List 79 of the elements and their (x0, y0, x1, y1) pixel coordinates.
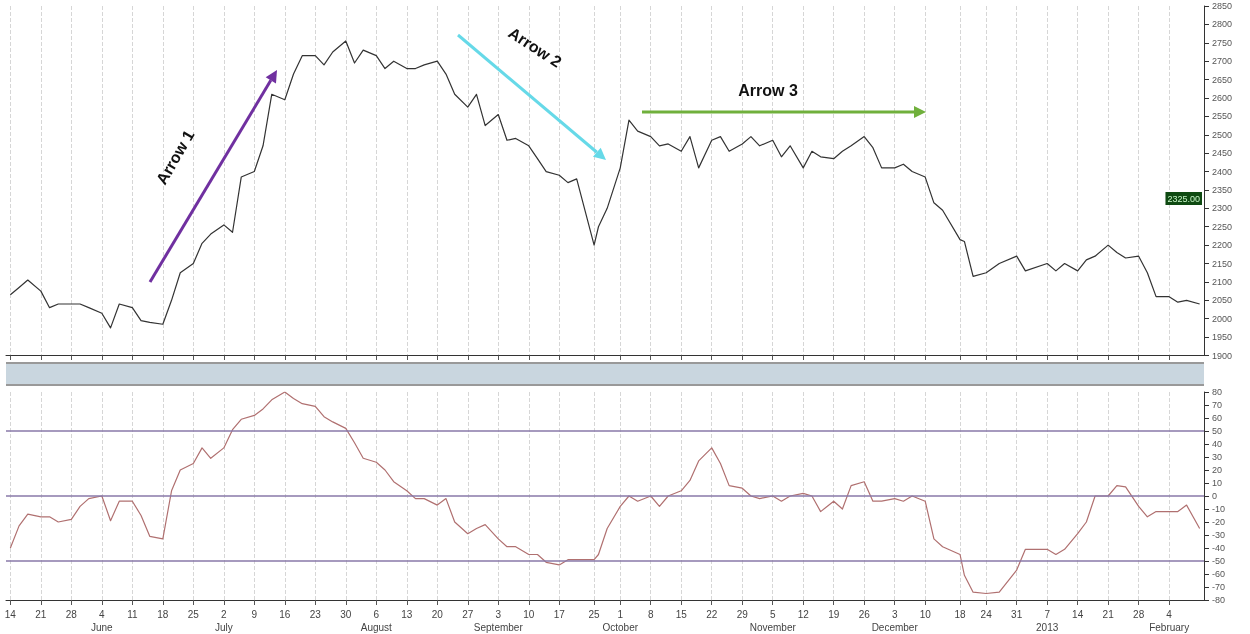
x-tick-label: 22 (706, 609, 718, 620)
x-tick-label: 3 December (871, 609, 919, 633)
x-tick-label: 20 (431, 609, 444, 620)
y-tick-label: 2750 (1212, 37, 1233, 48)
y-tick-label: -10 (1212, 504, 1226, 514)
y-tick-label: 50 (1212, 426, 1223, 436)
y-tick-label: -40 (1212, 543, 1226, 553)
x-tick-label: 31 (1011, 609, 1023, 620)
x-tick-label: 24 (980, 609, 993, 620)
y-tick-label: 70 (1212, 400, 1223, 410)
y-tick-label: 80 (1212, 387, 1223, 397)
x-tick-label: 1 October (602, 609, 639, 633)
y-tick-label: -50 (1212, 556, 1226, 566)
y-tick-label: 2500 (1212, 129, 1233, 140)
x-tick-label: 10 (523, 609, 535, 620)
y-tick-label: 20 (1212, 465, 1223, 475)
x-tick-label: 25 (588, 609, 601, 620)
y-tick-label: 2300 (1212, 203, 1233, 214)
y-tick-label: -70 (1212, 582, 1226, 592)
x-tick-label: 8 (647, 609, 654, 620)
annotation: Arrow 3 (738, 82, 798, 99)
x-tick-label: 16 (279, 609, 291, 620)
x-tick-label: 27 (462, 609, 474, 620)
x-tick-label: 30 (340, 609, 352, 620)
x-tick-label: 18 (954, 609, 967, 620)
x-tick-label: 26 (858, 609, 871, 620)
y-tick-label: 2100 (1212, 276, 1233, 287)
y-tick-label: 2700 (1212, 56, 1233, 67)
y-tick-label: 2050 (1212, 295, 1233, 306)
x-tick-label: 4 February (1149, 609, 1190, 633)
x-tick-label: 28 (65, 609, 78, 620)
x-tick-label: 4 June (91, 609, 114, 633)
x-tick-label: 29 (736, 609, 749, 620)
y-tick-label: -20 (1212, 517, 1226, 527)
y-tick-label: 2250 (1212, 221, 1233, 232)
x-tick-label: 9 (251, 609, 258, 620)
x-tick-label: 15 (675, 609, 688, 620)
x-tick-label: 21 (1102, 609, 1115, 620)
x-tick-label: 6 August (360, 609, 393, 633)
x-tick-label: 13 (401, 609, 413, 620)
y-tick-label: -80 (1212, 595, 1226, 605)
y-tick-label: 2200 (1212, 240, 1233, 251)
y-tick-label: 2350 (1212, 184, 1233, 195)
y-tick-label: 40 (1212, 439, 1223, 449)
x-tick-label: 23 (309, 609, 322, 620)
y-tick-label: 2550 (1212, 111, 1233, 122)
y-tick-label: 2650 (1212, 74, 1233, 85)
x-tick-label: 5 November (749, 609, 797, 633)
y-tick-label: 2150 (1212, 258, 1233, 269)
x-tick-label: 14 (1072, 609, 1084, 620)
line-series (9, 391, 1201, 595)
y-tick-label: 2000 (1212, 313, 1233, 324)
y-tick-label: 0 (1212, 491, 1218, 501)
y-tick-label: 2800 (1212, 19, 1233, 30)
x-tick-label: 12 (797, 609, 810, 620)
x-tick-label: 11 (127, 609, 138, 620)
x-tick-label: 25 (187, 609, 200, 620)
y-tick-label: 2400 (1212, 166, 1233, 177)
y-tick-label: 30 (1212, 452, 1223, 462)
x-tick-label: 7 2013 (1036, 609, 1059, 633)
y-tick-label: 10 (1212, 478, 1223, 488)
y-tick-label: 2450 (1212, 148, 1233, 159)
x-tick-label: 2 July (214, 609, 233, 633)
x-tick-label: 21 (35, 609, 47, 620)
annotation: 2325.00 (1167, 193, 1201, 204)
x-tick-label: 28 (1133, 609, 1145, 620)
y-tick-label: 2600 (1212, 92, 1233, 103)
y-tick-label: -30 (1212, 530, 1226, 540)
x-tick-label: 3 September (473, 609, 524, 633)
y-tick-label: 60 (1212, 413, 1223, 423)
x-tick-label: 19 (828, 609, 840, 620)
y-tick-label: 2850 (1212, 1, 1233, 11)
x-tick-label: 18 (157, 609, 169, 620)
y-tick-label: 1900 (1212, 350, 1233, 361)
y-tick-label: 1950 (1212, 332, 1233, 343)
x-tick-label: 10 (919, 609, 932, 620)
x-tick-label: 14 (4, 609, 17, 620)
y-tick-label: -60 (1212, 569, 1226, 579)
x-tick-label: 17 (553, 609, 566, 620)
